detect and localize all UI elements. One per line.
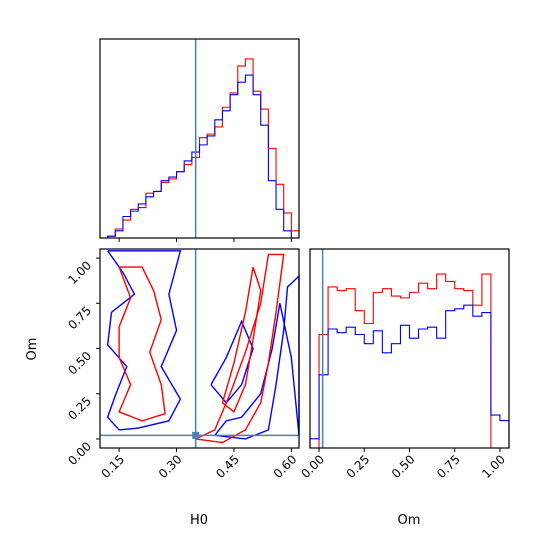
joint-contour-series-1-level-1 [195, 253, 285, 444]
joint-truth-marker [192, 431, 200, 439]
joint-y-axis-label: Om [25, 338, 40, 361]
joint-contour-panel: 0.15 0.30 0.45 0.60 0.000.250.500.751.00 H0… [25, 248, 300, 528]
om-histogram-series-0 [310, 273, 509, 449]
h0-histogram-series-1 [100, 74, 299, 239]
joint-contour-series-1-level-2 [221, 266, 262, 413]
joint-x-axis-label: H0 [190, 513, 208, 528]
joint-contour-series-1-level-0 [118, 266, 166, 422]
h0-marginal-panel [99, 38, 300, 242]
om-x-axis-label: Om [398, 513, 421, 528]
joint-contour-series-0-level-0 [106, 250, 182, 431]
h0-histogram-series-group [100, 58, 300, 239]
h0-histogram-series-0 [100, 58, 300, 239]
h0-marginal-ticks [118, 238, 292, 242]
om-histogram-series-group [309, 273, 510, 449]
h0-marginal-frame [99, 38, 300, 239]
om-histogram-series-1 [309, 304, 510, 448]
